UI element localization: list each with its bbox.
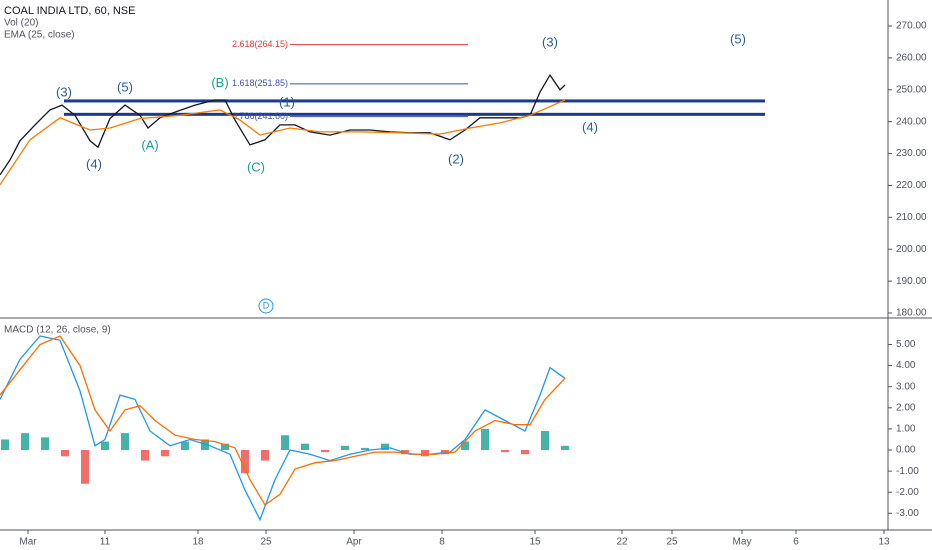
histogram-bar — [361, 447, 369, 451]
ema-line — [0, 99, 566, 186]
histogram-bar — [561, 445, 569, 451]
price-line — [0, 73, 566, 176]
y-tick-label: 190.00 — [896, 276, 927, 287]
y-tick-label: 180.00 — [896, 308, 927, 319]
histogram-bar — [1, 439, 9, 451]
histogram-bar — [141, 450, 149, 461]
y-tick-label: 0.00 — [896, 445, 916, 456]
histogram-bar — [161, 450, 169, 457]
x-tick-label: 18 — [192, 537, 204, 548]
histogram-bar — [541, 431, 549, 451]
wave-label: (B) — [211, 75, 228, 90]
histogram-bar — [41, 437, 49, 451]
histogram-bar — [301, 443, 309, 451]
histogram-bar — [481, 428, 489, 451]
histogram-bar — [341, 445, 349, 451]
wave-label: (4) — [86, 156, 102, 171]
y-tick-label: 240.00 — [896, 116, 927, 127]
y-tick-label: 230.00 — [896, 148, 927, 159]
histogram-bar — [461, 441, 469, 451]
dividend-marker — [258, 298, 274, 314]
y-tick-label: 220.00 — [896, 180, 927, 191]
histogram-bar — [281, 435, 289, 451]
x-tick-label: 8 — [439, 537, 445, 548]
y-tick-label: -3.00 — [896, 508, 919, 519]
histogram-bar — [221, 443, 229, 451]
wave-label: (4) — [582, 119, 598, 134]
histogram-bar — [381, 443, 389, 451]
fib-label: 1.618(251.85) — [232, 78, 288, 88]
wave-label: (C) — [247, 159, 265, 174]
volume-label: Vol (20) — [4, 18, 38, 29]
dividend-label: D — [263, 300, 270, 310]
x-tick-label: May — [733, 537, 752, 548]
y-tick-label: 4.00 — [896, 360, 916, 371]
y-tick-label: -2.00 — [896, 487, 919, 498]
wave-label: (2) — [448, 151, 464, 166]
histogram-bar — [181, 441, 189, 451]
ema-label: EMA (25, close) — [4, 30, 75, 41]
wave-label: (A) — [141, 137, 158, 152]
macd-label: MACD (12, 26, close, 9) — [4, 325, 111, 336]
x-tick-label: 22 — [616, 537, 628, 548]
x-tick-label: 15 — [529, 537, 541, 548]
signal-line — [0, 335, 566, 506]
support-resistance-line — [64, 99, 765, 103]
x-tick-label: 6 — [793, 537, 799, 548]
y-tick-label: -1.00 — [896, 466, 919, 477]
wave-label: (1) — [279, 94, 295, 109]
y-tick-label: 1.00 — [896, 424, 916, 435]
support-resistance-line — [64, 112, 765, 116]
histogram-bar — [421, 450, 429, 457]
x-tick-label: Mar — [19, 537, 37, 548]
y-tick-label: 3.00 — [896, 381, 916, 392]
y-tick-label: 210.00 — [896, 212, 927, 223]
x-tick-label: 25 — [666, 537, 678, 548]
histogram-bar — [241, 450, 249, 474]
histogram-bar — [101, 441, 109, 451]
y-tick-label: 260.00 — [896, 53, 927, 64]
wave-label: (3) — [542, 34, 558, 49]
y-tick-label: 5.00 — [896, 339, 916, 350]
histogram-bar — [501, 450, 509, 453]
wave-label: (5) — [730, 31, 746, 46]
y-tick-label: 250.00 — [896, 84, 927, 95]
x-tick-label: 13 — [878, 537, 890, 548]
x-tick-label: 25 — [260, 537, 272, 548]
y-tick-label: 200.00 — [896, 244, 927, 255]
x-tick-label: 11 — [100, 537, 111, 548]
histogram-bar — [81, 450, 89, 484]
wave-label: (3) — [56, 84, 72, 99]
fib-label: 2.618(264.15) — [232, 39, 288, 49]
histogram-bar — [321, 450, 329, 453]
histogram-bar — [61, 450, 69, 457]
y-tick-label: 2.00 — [896, 402, 916, 413]
macd-line — [0, 335, 566, 522]
x-tick-label: Apr — [346, 537, 362, 548]
histogram-bar — [21, 433, 29, 451]
histogram-bar — [261, 450, 269, 461]
y-tick-label: 270.00 — [896, 21, 927, 32]
fib-label: 0.786(241.60) — [232, 111, 288, 121]
histogram-bar — [121, 433, 129, 451]
wave-label: (5) — [117, 79, 133, 94]
symbol-title: COAL INDIA LTD, 60, NSE — [4, 5, 135, 17]
histogram-bar — [521, 450, 529, 455]
